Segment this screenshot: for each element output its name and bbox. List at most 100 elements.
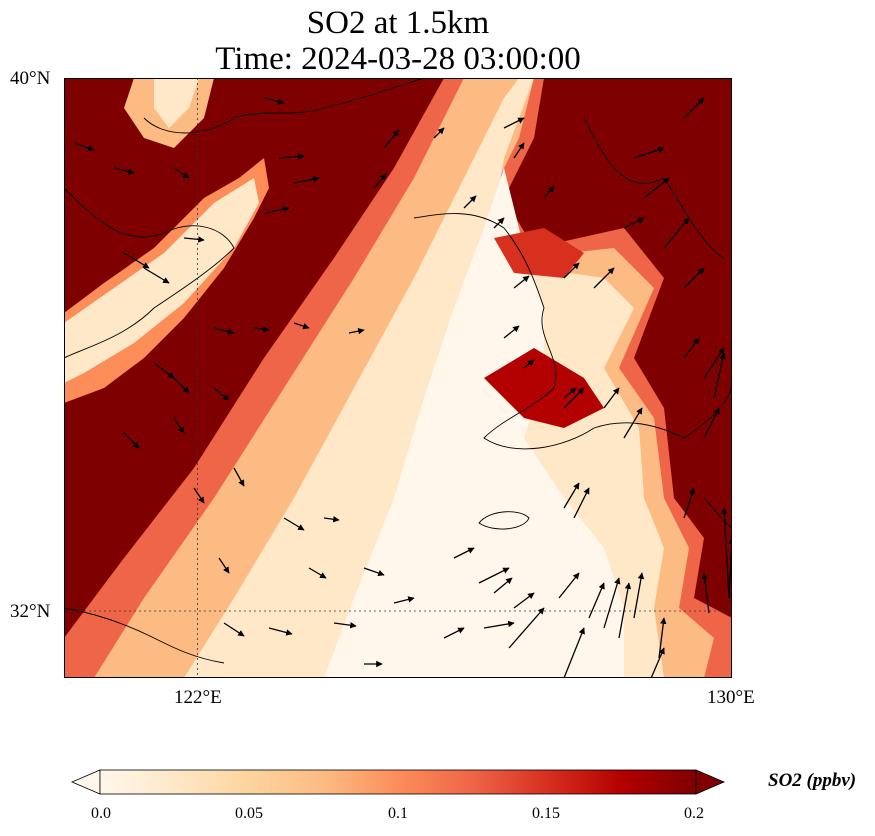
map-frame	[64, 78, 732, 678]
wind-arrow	[173, 377, 190, 394]
map-title-line1: SO2 at 1.5km	[306, 5, 490, 41]
wind-arrow	[113, 167, 135, 175]
coastline-kyushu	[703, 497, 732, 529]
wind-arrow	[623, 217, 645, 229]
wind-arrow	[463, 195, 477, 209]
map-title-line2: Time: 2024-03-28 03:00:00	[215, 41, 581, 77]
colorbar-tick-0: 0.0	[91, 805, 111, 822]
wind-arrow	[263, 97, 285, 105]
wind-arrow	[213, 387, 230, 401]
wind-arrow	[603, 387, 620, 409]
lon-tick-122E: 122°E	[174, 687, 222, 708]
coastline-shanghai	[64, 607, 225, 664]
wind-arrow	[701, 572, 710, 614]
wind-arrow	[373, 173, 387, 189]
wind-arrow	[263, 205, 290, 214]
wind-arrow	[573, 487, 590, 519]
wind-arrow	[483, 620, 515, 629]
coastline-liaodong	[143, 78, 425, 134]
wind-arrow	[383, 129, 400, 149]
wind-arrow	[73, 142, 95, 152]
wind-arrow	[453, 547, 475, 559]
wind-arrow	[643, 177, 670, 199]
wind-arrow	[703, 407, 720, 439]
wind-arrow	[293, 322, 310, 330]
wind-arrow	[213, 327, 235, 335]
wind-arrow	[623, 407, 643, 439]
wind-arrow	[183, 236, 205, 243]
wind-arrow	[278, 153, 305, 160]
lon-tick-130E: 130°E	[707, 687, 755, 708]
wind-arrow	[563, 262, 580, 279]
wind-arrow	[713, 352, 726, 399]
wind-arrow	[593, 267, 615, 289]
so2-field-top-lightest	[154, 78, 199, 128]
wind-arrow	[493, 577, 513, 594]
colorbar-gradient	[99, 769, 697, 795]
wind-arrow	[173, 167, 190, 179]
wind-arrow	[308, 567, 327, 579]
wind-arrow	[253, 326, 270, 333]
wind-arrow	[513, 142, 525, 159]
lat-tick-32N: 32°N	[10, 601, 51, 622]
colorbar-tick-2: 0.1	[388, 805, 408, 822]
wind-arrow	[143, 267, 170, 284]
wind-arrow	[153, 362, 175, 379]
wind-arrow	[123, 252, 150, 269]
wind-arrow	[493, 217, 505, 229]
wind-arrow	[283, 517, 305, 531]
coastline-china	[64, 187, 235, 359]
so2-field-korea-hotspot2	[494, 228, 584, 278]
wind-arrow	[618, 582, 632, 639]
wind-arrow	[123, 432, 140, 449]
wind-arrow	[508, 607, 545, 649]
coastline-korea	[413, 213, 732, 450]
wind-arrow	[513, 275, 530, 289]
wind-arrow	[503, 117, 525, 129]
so2-field-korea-hotspot	[484, 348, 604, 428]
wind-arrow	[363, 567, 385, 577]
wind-arrow	[223, 622, 245, 637]
wind-arrow	[563, 627, 585, 678]
wind-arrow	[663, 217, 690, 249]
wind-arrow	[633, 572, 645, 619]
so2-field-band-core	[324, 168, 624, 678]
wind-arrow	[218, 557, 230, 574]
wind-arrow	[293, 175, 320, 184]
wind-arrow	[268, 627, 293, 636]
wind-arrow	[683, 337, 700, 359]
colorbar-extend-high	[695, 769, 726, 795]
wind-arrow	[233, 467, 245, 487]
wind-arrow	[173, 417, 185, 434]
lat-tick-40N: 40°N	[10, 68, 51, 89]
wind-arrow	[333, 621, 357, 629]
wind-arrow	[563, 387, 585, 409]
wind-arrow	[683, 267, 705, 289]
wind-arrow	[558, 572, 580, 599]
wind-arrow	[503, 325, 520, 339]
wind-arrow	[478, 567, 510, 584]
wind-arrow	[543, 185, 555, 199]
so2-map-plot	[64, 78, 732, 678]
wind-arrow	[348, 327, 365, 335]
wind-arrow	[443, 627, 465, 639]
wind-arrow	[588, 582, 605, 619]
wind-arrow	[721, 507, 730, 599]
wind-arrow	[683, 487, 696, 519]
wind-arrow	[603, 577, 621, 629]
wind-arrow	[323, 516, 340, 523]
wind-arrow	[683, 97, 705, 119]
wind-arrow	[563, 482, 580, 509]
wind-vectors	[73, 97, 732, 678]
coastlines	[64, 78, 732, 664]
so2-field-nw-lowest	[64, 178, 259, 383]
wind-arrow	[193, 487, 205, 504]
colorbar-tick-1: 0.05	[235, 805, 263, 822]
wind-arrow	[563, 387, 577, 399]
colorbar	[70, 769, 726, 795]
coastline-jeju	[478, 511, 530, 530]
colorbar-label: SO2 (ppbv)	[768, 770, 857, 791]
wind-arrow	[523, 359, 535, 369]
colorbar-extend-low	[70, 769, 101, 795]
wind-arrow	[513, 592, 535, 609]
